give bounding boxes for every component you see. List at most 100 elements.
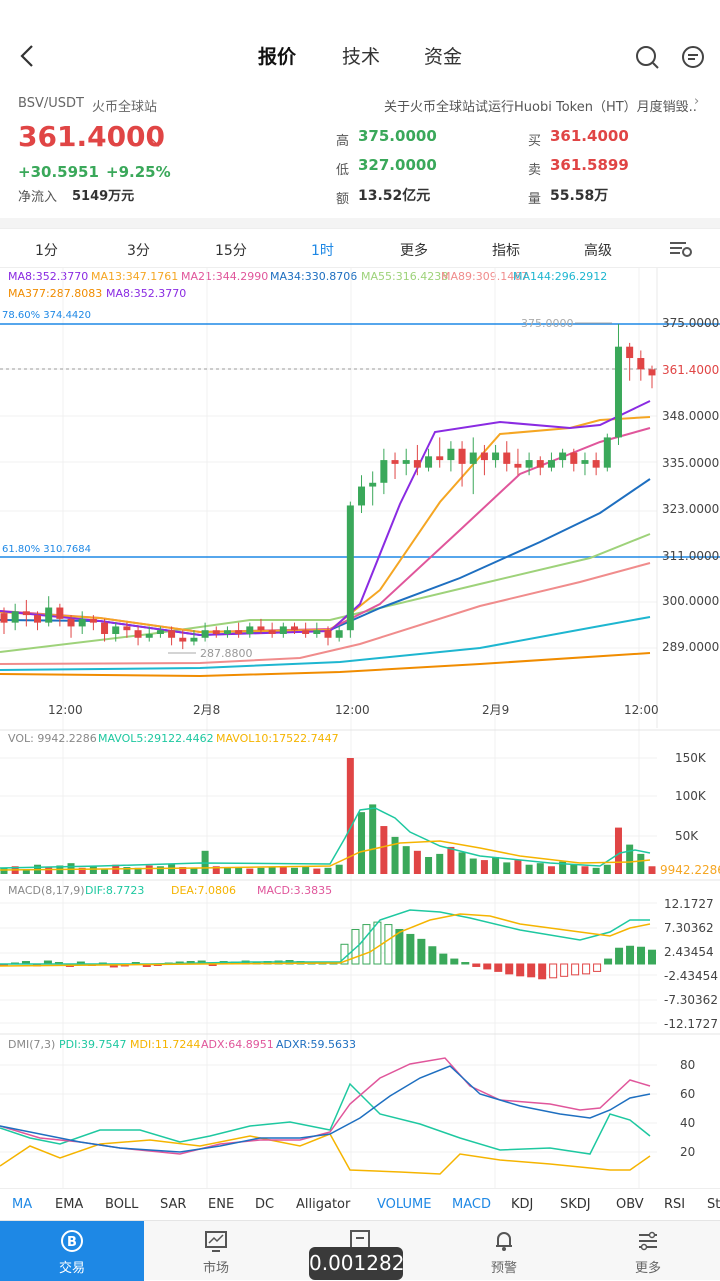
tab-quote[interactable]: 报价 [258,46,297,68]
dmi-axis-label: 40 [680,1116,695,1130]
mdi-line [0,1133,651,1175]
dmi-axis-label: 80 [680,1058,695,1072]
macd-bar [549,963,558,979]
kline-chart[interactable]: 78.60% 374.4420 61.80% 310.7684 361.4000… [0,268,720,1188]
macd-legend-dif: DIF:8.7723 [85,884,144,897]
candle [324,630,332,638]
ind-rsi[interactable]: RSI [664,1197,686,1212]
ind-skdj[interactable]: SKDJ [560,1197,591,1212]
ind-obv[interactable]: OBV [616,1197,644,1212]
nav-trade[interactable]: B 交易 [0,1221,144,1281]
tf-indicators[interactable]: 指标 [492,243,520,259]
market-icon [205,1231,227,1252]
ind-st[interactable]: St [707,1197,720,1212]
high-label: 高 [336,134,350,149]
ind-ene[interactable]: ENE [208,1197,235,1212]
ind-sar[interactable]: SAR [160,1197,187,1212]
dmi-legend-name: DMI(7,3) [8,1038,55,1051]
ind-ema[interactable]: EMA [55,1197,84,1212]
price-axis-label: 348.0000 [662,409,719,423]
volume-bar [592,867,600,874]
time-axis-label: 12:00 [624,703,659,717]
volume-bar [257,867,265,874]
ma-legend-item: MA34:330.8706 [270,270,358,283]
time-axis-label: 12:00 [335,703,370,717]
ind-ma[interactable]: MA [12,1197,33,1212]
volume-bar [279,866,287,874]
low-value: 327.0000 [358,156,437,174]
candle [134,630,142,638]
tf-15m[interactable]: 15分 [215,243,247,259]
volume-bar [78,867,86,874]
candle [447,448,455,461]
tf-1m[interactable]: 1分 [35,243,58,259]
macd-bar [626,945,635,965]
tf-1h[interactable]: 1时 [311,243,334,259]
candle [603,437,611,468]
candle [45,607,53,623]
vol-last-label: 9942.2286 [660,863,720,877]
notice-link[interactable]: 关于火币全球站试运行Huobi Token（HT）月度销毁... [384,100,696,115]
ind-alligator[interactable]: Alligator [296,1197,351,1212]
volume-bar [492,856,500,874]
volume-bar [235,867,243,874]
volume-bar [268,867,276,874]
adxr-line [0,1065,651,1153]
trade-icon: B [61,1230,83,1252]
volume-bar [290,867,298,874]
volume-bar [514,860,522,874]
tab-technical[interactable]: 技术 [342,46,381,68]
tf-more[interactable]: 更多 [400,243,428,259]
ind-dc[interactable]: DC [255,1197,275,1212]
candle [112,626,120,634]
ma-line [0,562,651,665]
ma-legend-item: MA89:309.1467 [441,270,529,283]
candle [0,613,8,623]
macd-bar [593,963,602,972]
ind-boll[interactable]: BOLL [105,1197,139,1212]
sell-value: 361.5899 [550,156,629,174]
back-icon[interactable] [18,44,38,68]
search-icon[interactable] [634,44,660,70]
macd-axis-label: 2.43454 [664,945,714,959]
more-icon [639,1231,657,1251]
candle [637,358,645,370]
ind-macd[interactable]: MACD [452,1197,491,1212]
candle [89,618,97,623]
tf-3m[interactable]: 3分 [127,243,150,259]
tab-funds[interactable]: 资金 [424,46,463,68]
chart-settings-icon[interactable] [668,239,694,259]
volume-bar [402,846,410,874]
nav-alert[interactable]: 预警 [432,1221,576,1281]
time-axis-label: 12:00 [48,703,83,717]
candle [235,630,243,634]
macd-bar [494,963,503,972]
volume-bar [525,864,533,874]
tf-advanced[interactable]: 高级 [584,243,612,259]
ma-legend-item: MA144:296.2912 [513,270,608,283]
time-axis-label: 2月9 [482,703,509,717]
macd-axis-label: -12.1727 [664,1017,718,1031]
chat-icon[interactable] [680,44,706,70]
macd-bar [571,963,580,976]
toast: 0.001282 [309,1247,404,1280]
ind-volume[interactable]: VOLUME [377,1197,432,1212]
macd-bar [395,929,404,965]
dif-line [0,909,650,965]
volume-bar [123,867,131,874]
chevron-right-icon: › [694,94,700,109]
macd-bar [461,962,470,965]
macd-bar [428,946,437,965]
pair-name: BSV/USDT [18,96,84,111]
candle [190,637,198,642]
ind-kdj[interactable]: KDJ [511,1197,534,1212]
candle [346,505,354,631]
candle [179,637,187,642]
macd-bar [505,963,514,975]
volume-bar [335,864,343,874]
nav-more[interactable]: 更多 [576,1221,720,1281]
nav-market[interactable]: 市场 [144,1221,288,1281]
candle [246,626,254,634]
top-header: 报价 技术 资金 [0,0,720,90]
volume-bar [313,868,321,874]
